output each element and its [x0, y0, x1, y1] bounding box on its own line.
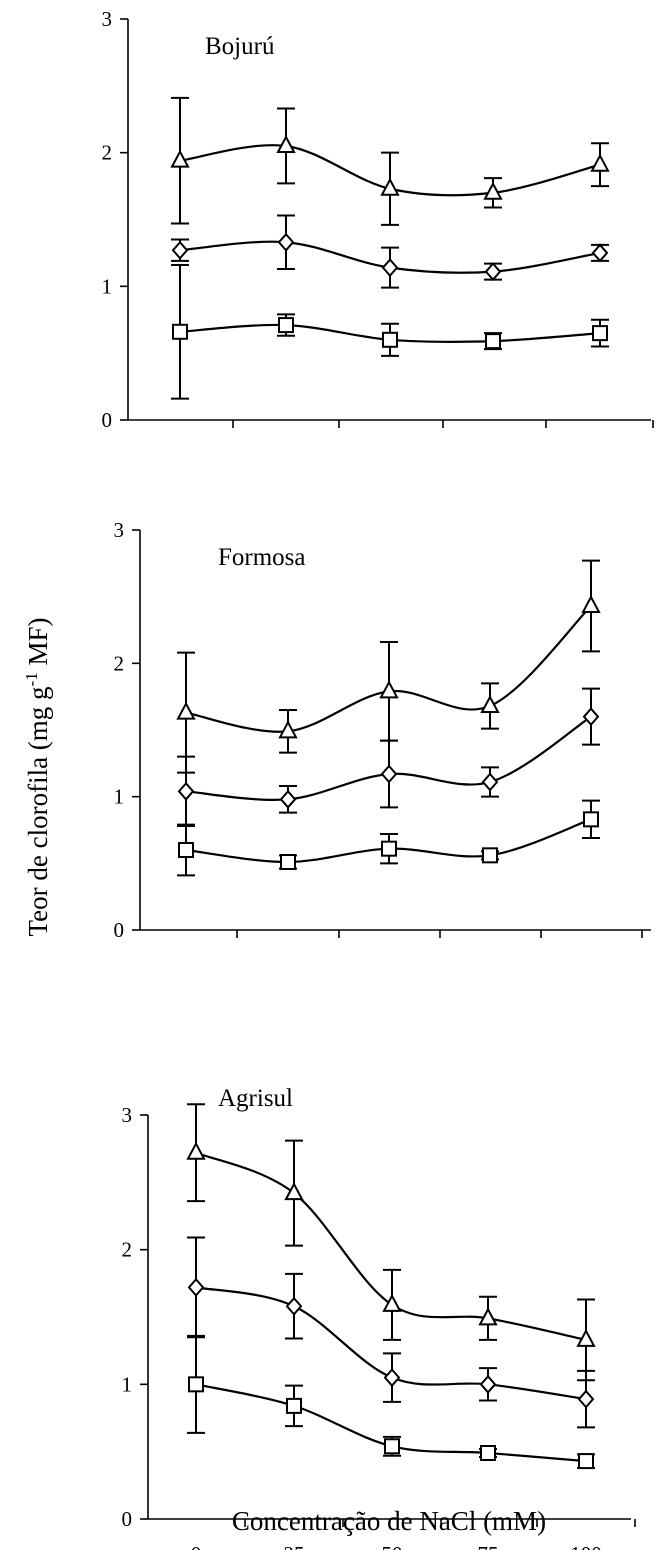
y-tick-label: 2: [122, 1238, 133, 1262]
y-axis-title: Teor de clorofila (mg g-1 MF): [22, 618, 53, 937]
x-tick-label: 100: [570, 1542, 602, 1550]
data-point-square: [178, 842, 194, 858]
data-point-triangle: [379, 680, 399, 699]
data-point-square: [578, 1453, 594, 1470]
panel-title: Bojurú: [205, 33, 275, 60]
data-point-diamond: [591, 243, 609, 263]
data-point-triangle: [478, 1307, 498, 1326]
y-tick-label: 1: [102, 274, 113, 298]
series-square: [177, 799, 600, 877]
y-tick-label: 0: [102, 408, 113, 432]
data-point-diamond: [277, 232, 295, 252]
y-tick-label: 3: [114, 518, 125, 542]
y-tick-label: 0: [114, 918, 125, 942]
data-point-triangle: [590, 153, 610, 172]
chart-panel-3: 0 1 2 3 0 25 50 75 100 Agrisul: [122, 1085, 636, 1550]
data-point-triangle: [186, 1141, 206, 1160]
data-point-diamond: [582, 707, 600, 727]
series-triangle: [170, 96, 610, 226]
panel-title: Formosa: [218, 544, 306, 571]
chart-panel-1: 0 1 2 3 Bojurú: [102, 7, 654, 432]
data-point-square: [188, 1376, 204, 1393]
y-tick-label: 0: [122, 1507, 133, 1531]
data-point-triangle: [278, 720, 298, 739]
data-point-square: [480, 1445, 496, 1462]
y-tick-label: 2: [114, 651, 125, 675]
data-point-square: [172, 323, 188, 340]
data-point-triangle: [380, 177, 400, 196]
chart-panel-2: 0 1 2 3 Formosa: [114, 518, 651, 942]
data-point-triangle: [284, 1181, 304, 1201]
data-point-diamond: [285, 1296, 303, 1316]
data-point-square: [381, 840, 397, 857]
data-point-diamond: [380, 764, 398, 784]
data-point-triangle: [576, 1328, 596, 1347]
x-axis-title: Concentração de NaCl (mM): [232, 1506, 546, 1536]
series-triangle: [176, 559, 601, 774]
x-tick-label: 0: [191, 1542, 202, 1550]
y-tick-label: 3: [102, 7, 113, 31]
data-point-diamond: [177, 781, 195, 801]
data-point-triangle: [170, 149, 190, 168]
data-point-triangle: [581, 594, 601, 613]
data-point-square: [482, 847, 498, 864]
data-point-triangle: [483, 181, 503, 200]
y-tick-label: 1: [122, 1372, 133, 1396]
data-point-square: [278, 317, 294, 334]
data-point-diamond: [481, 772, 499, 792]
y-tick-label: 2: [102, 141, 113, 165]
data-point-diamond: [484, 262, 502, 282]
series-diamond: [187, 1236, 595, 1429]
series-square: [187, 1334, 595, 1470]
data-point-diamond: [171, 240, 189, 260]
data-point-diamond: [383, 1368, 401, 1388]
data-point-square: [286, 1397, 302, 1414]
series-triangle: [186, 1103, 596, 1382]
x-tick-label: 25: [284, 1542, 305, 1550]
series-diamond: [171, 214, 609, 289]
data-point-square: [485, 333, 501, 350]
data-point-triangle: [276, 134, 296, 153]
data-point-square: [592, 325, 608, 342]
chart-panels: 0 1 2 3 Bojurú 0 1 2 3 Formosa 0 1 2 3 0 25 50 75 100 Agris…: [102, 7, 654, 1550]
data-point-square: [382, 331, 398, 348]
y-tick-label: 1: [114, 785, 125, 809]
data-point-diamond: [279, 789, 297, 809]
x-tick-label: 75: [478, 1542, 499, 1550]
data-point-triangle: [382, 1293, 402, 1312]
data-point-square: [384, 1438, 400, 1455]
data-point-diamond: [479, 1374, 497, 1394]
series-diamond: [177, 687, 600, 827]
x-tick-label: 50: [382, 1542, 403, 1550]
panel-title: Agrisul: [218, 1085, 293, 1112]
y-tick-label: 3: [122, 1103, 133, 1127]
data-point-square: [280, 854, 296, 870]
data-point-diamond: [577, 1389, 595, 1409]
data-point-diamond: [381, 258, 399, 278]
data-point-triangle: [176, 701, 196, 720]
series-square: [171, 263, 609, 400]
data-point-triangle: [480, 694, 500, 713]
data-point-diamond: [187, 1277, 205, 1297]
data-point-square: [583, 811, 599, 828]
